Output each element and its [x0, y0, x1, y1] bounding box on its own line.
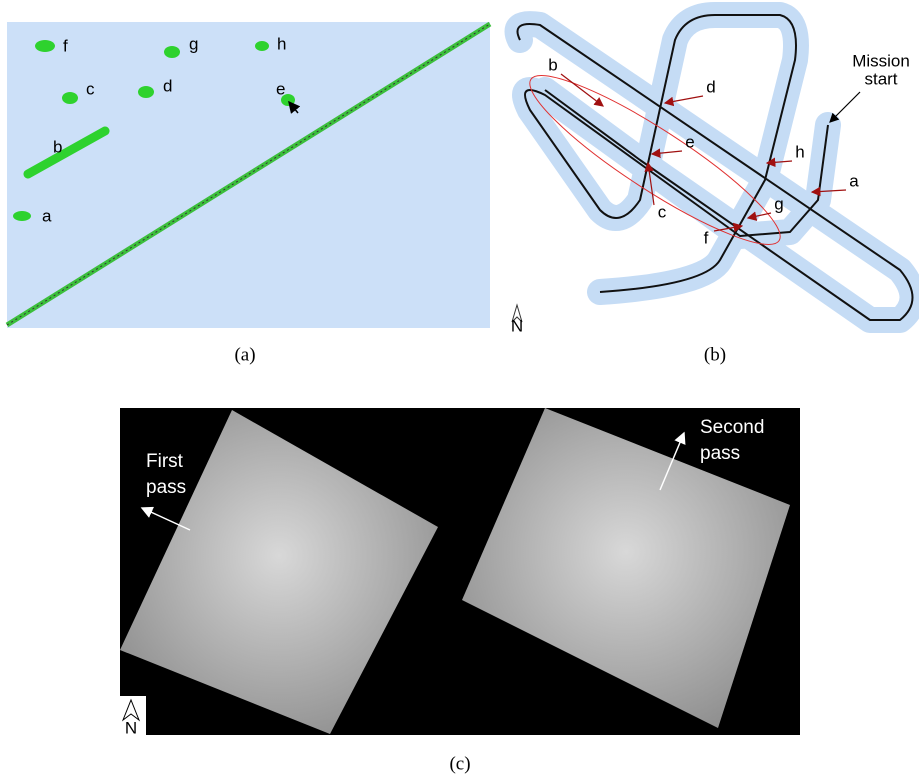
panel-a: [7, 22, 490, 328]
annotation: Mission: [852, 51, 910, 70]
second-label: pass: [700, 443, 740, 464]
feature-label: b: [53, 137, 62, 156]
arrow: [830, 92, 860, 122]
annotation: start: [864, 69, 897, 88]
feature-label: e: [276, 79, 285, 98]
loop-label: b: [548, 55, 557, 74]
page: {"panels": [ {"caption": "(a)", "labels"…: [0, 0, 919, 783]
feature-label: c: [86, 79, 95, 98]
feature-label: h: [277, 34, 286, 53]
caption: (b): [704, 344, 726, 365]
loop-label: h: [795, 142, 804, 161]
north-label: N: [125, 718, 137, 737]
loop-label: g: [774, 194, 783, 213]
caption: (a): [234, 344, 255, 365]
second-label: Second: [700, 417, 764, 438]
first-label: First: [146, 451, 184, 472]
feature-label: a: [42, 206, 52, 225]
loop-label: d: [706, 77, 715, 96]
loop-label: a: [849, 171, 859, 190]
panel-c: First pass Second pass N: [120, 408, 800, 737]
feature-label: f: [63, 36, 68, 55]
feature-label: d: [163, 76, 172, 95]
figure: Mission start N First pass Second pass N…: [0, 0, 919, 783]
north-label: N: [511, 316, 523, 335]
first-label: pass: [146, 477, 186, 498]
loop-label: c: [658, 202, 667, 221]
loop-label: e: [685, 132, 694, 151]
loop-label: f: [704, 228, 709, 247]
caption: (c): [449, 753, 470, 774]
feature-label: g: [189, 34, 198, 53]
